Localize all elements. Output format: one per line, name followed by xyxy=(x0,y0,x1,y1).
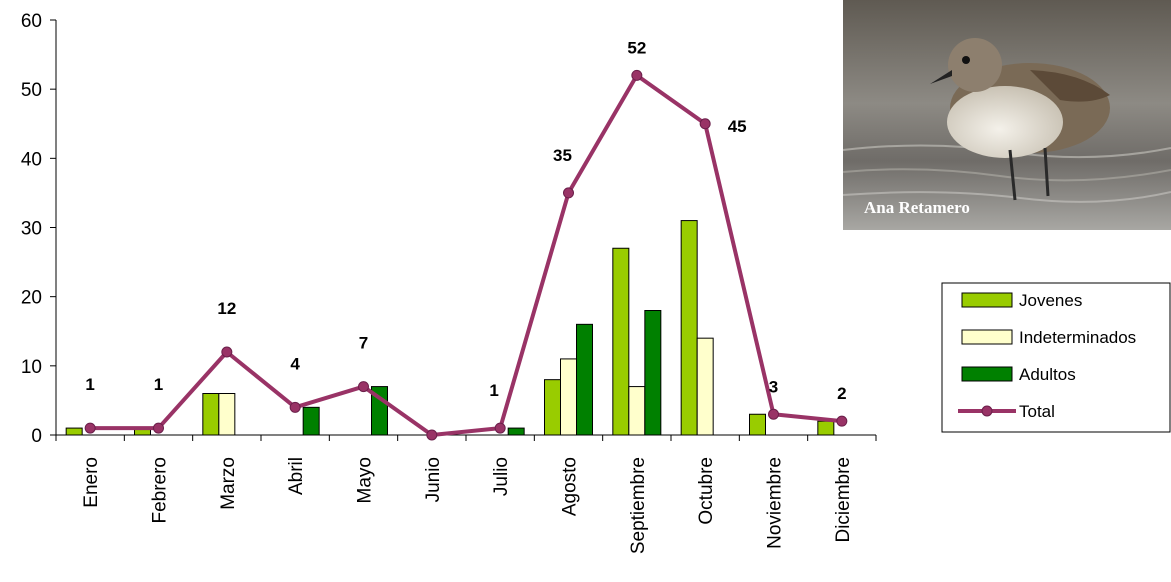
bar-adultos xyxy=(644,310,662,436)
bar-jovenes xyxy=(612,247,630,436)
total-point xyxy=(631,69,643,81)
bar-jovenes xyxy=(817,420,835,436)
legend-swatch-indeterminados xyxy=(961,329,1013,345)
y-tick-label: 60 xyxy=(21,11,42,32)
bar-jovenes xyxy=(680,220,698,436)
data-label: 1 xyxy=(85,375,94,394)
total-point xyxy=(289,401,301,413)
bar-adultos xyxy=(576,323,593,436)
data-label: 7 xyxy=(359,334,368,353)
bar-indeterminados xyxy=(696,337,714,436)
y-tick-label: 10 xyxy=(21,357,42,378)
bar-jovenes xyxy=(544,379,561,436)
y-ticks: 0 10 20 30 40 50 60 xyxy=(21,11,56,447)
x-tick-label: Enero xyxy=(81,457,102,508)
bird-photo: Ana Retamero xyxy=(842,0,1171,230)
legend: Jovenes Indeterminados Adultos Total xyxy=(941,282,1171,433)
x-tick-label: Marzo xyxy=(218,457,239,510)
bar-adultos xyxy=(507,427,525,436)
bar-indeterminados xyxy=(560,358,577,436)
y-tick-label: 30 xyxy=(21,219,42,240)
x-tick-label: Noviembre xyxy=(765,457,786,549)
total-point xyxy=(494,422,506,434)
legend-box xyxy=(941,282,1171,433)
total-point xyxy=(153,422,164,434)
x-tick-label: Junio xyxy=(423,457,444,502)
bar-jovenes xyxy=(749,413,766,436)
total-point xyxy=(699,118,711,130)
total-point xyxy=(836,415,848,427)
legend-label-jovenes: Jovenes xyxy=(1019,291,1082,310)
y-tick-label: 20 xyxy=(21,288,42,309)
x-tick-label: Diciembre xyxy=(833,457,854,543)
x-tick-label: Julio xyxy=(491,457,512,496)
bar-adultos xyxy=(302,406,320,436)
x-tick-label: Mayo xyxy=(355,457,376,503)
data-label: 1 xyxy=(489,381,498,400)
x-tick-label: Septiembre xyxy=(628,457,649,554)
data-label: 4 xyxy=(290,354,300,373)
bars xyxy=(65,220,835,436)
x-tick-label: Octubre xyxy=(696,457,717,525)
total-point xyxy=(768,408,779,420)
legend-label-total: Total xyxy=(1019,402,1055,421)
total-point xyxy=(358,381,369,393)
data-label: 1 xyxy=(154,375,163,394)
x-tick-label: Agosto xyxy=(560,457,581,516)
total-point xyxy=(221,346,233,358)
total-point xyxy=(84,422,96,434)
photo-credit: Ana Retamero xyxy=(864,198,970,217)
data-labels: 1 1 12 4 7 1 35 52 45 3 2 xyxy=(85,38,846,403)
total-point xyxy=(563,187,574,199)
bar-jovenes xyxy=(202,393,220,436)
total-point xyxy=(426,429,438,441)
data-label: 12 xyxy=(217,299,236,318)
bar-indeterminados xyxy=(628,386,646,436)
y-tick-label: 50 xyxy=(21,80,42,101)
total-line-path xyxy=(90,73,843,437)
axes xyxy=(55,20,876,436)
legend-swatch-adultos xyxy=(961,366,1013,382)
total-line xyxy=(84,69,848,441)
y-tick-label: 40 xyxy=(21,149,42,170)
x-ticks: Enero Febrero Marzo Abril Mayo Junio Julio Agos… xyxy=(55,435,877,554)
y-tick-label: 0 xyxy=(31,426,42,447)
data-label: 3 xyxy=(769,377,778,396)
x-tick-label: Abril xyxy=(286,457,307,495)
legend-swatch-jovenes xyxy=(961,292,1013,308)
legend-label-adultos: Adultos xyxy=(1019,365,1076,384)
data-label: 52 xyxy=(627,38,646,57)
data-label: 2 xyxy=(837,384,846,403)
bar-indeterminados xyxy=(218,393,236,436)
bar-jovenes xyxy=(65,427,83,436)
legend-label-indeterminados: Indeterminados xyxy=(1019,328,1136,347)
data-label: 45 xyxy=(728,117,747,136)
data-label: 35 xyxy=(553,146,572,165)
x-tick-label: Febrero xyxy=(150,457,171,524)
legend-swatch-marker xyxy=(981,405,993,417)
